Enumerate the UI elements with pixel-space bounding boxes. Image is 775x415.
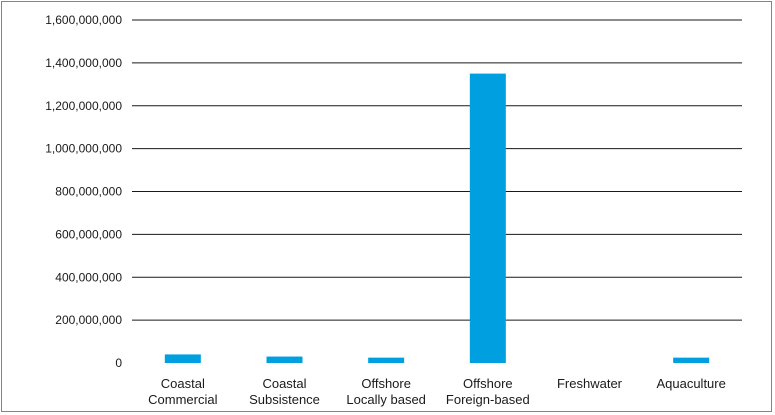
y-tick-label: 800,000,000 <box>55 185 122 199</box>
gridlines <box>132 19 742 321</box>
bars <box>164 73 710 363</box>
bar <box>164 354 201 363</box>
bar <box>368 357 405 363</box>
bar <box>469 73 506 363</box>
x-axis-category-labels: Coastal Commercial Coastal Subsistence Offsh… <box>148 376 726 407</box>
x-category-label: Coastal Subsistence <box>249 376 320 407</box>
y-tick-label: 200,000,000 <box>55 313 122 327</box>
y-tick-label: 400,000,000 <box>55 270 122 284</box>
x-category-label: Coastal Commercial <box>148 376 217 407</box>
y-tick-label: 600,000,000 <box>55 227 122 241</box>
y-tick-label: 1,600,000,000 <box>45 13 122 27</box>
x-category-label: Offshore Locally based <box>346 376 426 407</box>
x-category-label: Aquaculture <box>656 376 725 391</box>
y-axis-tick-labels: 0 200,000,000 400,000,000 600,000,000 800,00… <box>45 13 122 370</box>
x-category-label: Offshore Foreign-based <box>446 376 530 407</box>
y-tick-label: 0 <box>115 356 122 370</box>
y-tick-label: 1,000,000,000 <box>45 142 122 156</box>
x-category-label: Freshwater <box>557 376 623 391</box>
y-tick-label: 1,400,000,000 <box>45 56 122 70</box>
bar <box>266 356 303 363</box>
bar <box>673 357 710 363</box>
y-tick-label: 1,200,000,000 <box>45 99 122 113</box>
